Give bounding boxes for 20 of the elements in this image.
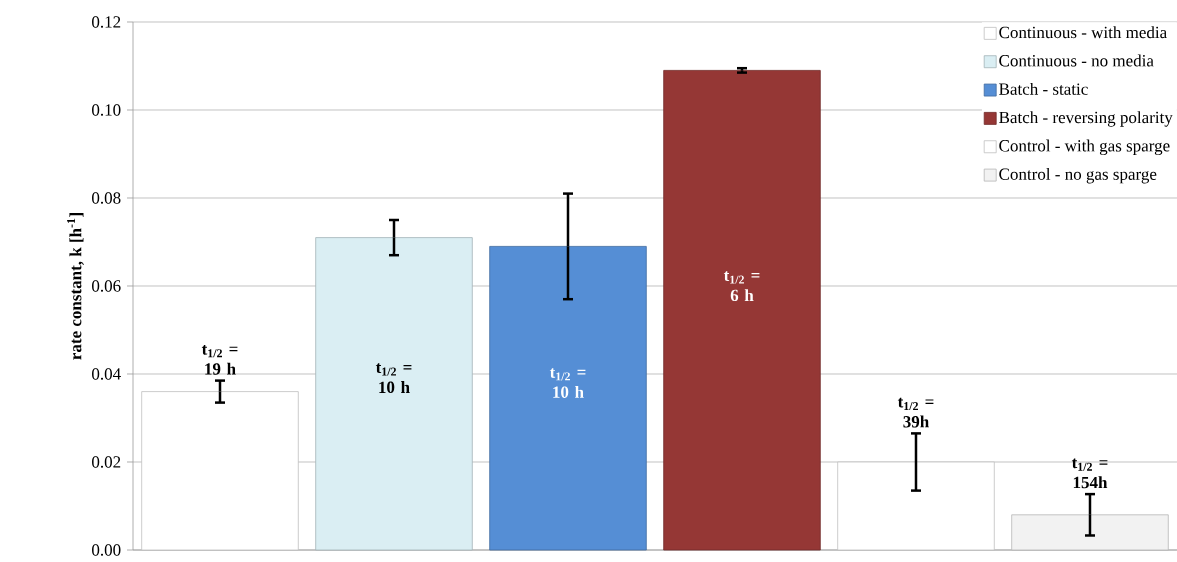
data-label: t$_{1/2}$ = 6 h bbox=[723, 271, 760, 302]
legend-label: Continuous - with media bbox=[999, 26, 1167, 39]
y-tick-label: 0.06 bbox=[92, 280, 121, 292]
data-label: t$_{1/2}$ = 39h bbox=[897, 397, 934, 428]
data-label: t$_{1/2}$ = 19 h bbox=[201, 345, 238, 375]
data-label: t$_{1/2}$ = 10 h bbox=[549, 368, 586, 398]
y-axis-title: rate constant, k [h$^{-1}$] bbox=[67, 213, 84, 360]
y-tick-label: 0.04 bbox=[92, 368, 121, 380]
data-label: t$_{1/2}$ = 10 h bbox=[375, 363, 412, 394]
data-label: t$_{1/2}$ = 154h bbox=[1071, 458, 1108, 489]
legend-label: Control - no gas sparge bbox=[999, 167, 1157, 184]
y-tick-label: 0.08 bbox=[92, 192, 121, 204]
y-tick-label: 0.00 bbox=[92, 544, 121, 556]
y-tick-label: 0.02 bbox=[92, 456, 121, 468]
legend-label: Control - with gas sparge bbox=[999, 139, 1170, 156]
y-tick-label: 0.10 bbox=[92, 104, 121, 116]
legend-label: Continuous - no media bbox=[999, 54, 1154, 67]
y-tick-label: 0.12 bbox=[92, 16, 121, 28]
legend-label: Batch - static bbox=[999, 82, 1088, 95]
legend-label: Batch - reversing polarity bbox=[999, 111, 1173, 127]
